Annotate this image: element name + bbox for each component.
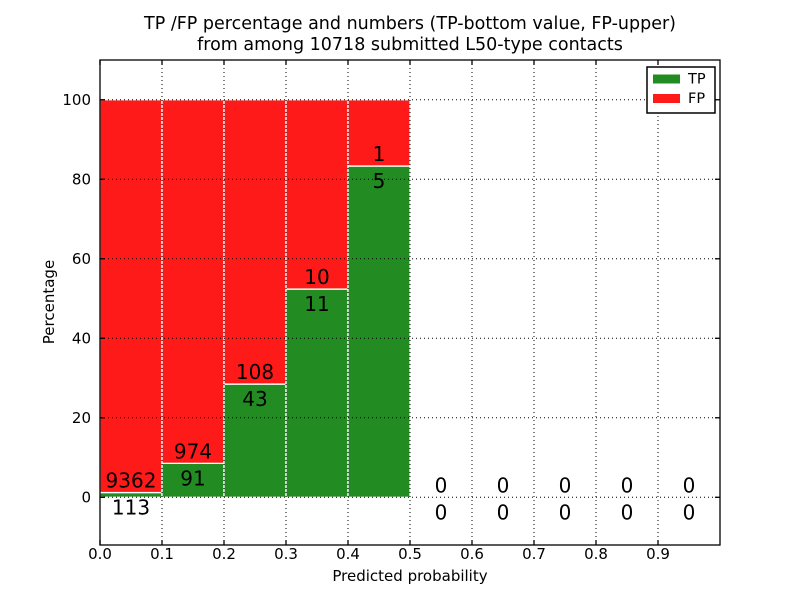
ticks-layer	[99, 60, 720, 545]
y-tick-label: 80	[72, 171, 91, 189]
tp-count-annotation: 43	[242, 387, 267, 411]
x-tick-label: 0.4	[336, 545, 360, 563]
x-tick-label: 0.8	[584, 545, 608, 563]
fp-count-annotation: 0	[559, 473, 572, 497]
y-tick-label: 20	[72, 409, 91, 427]
fp-count-annotation: 0	[497, 473, 510, 497]
fp-count-annotation: 0	[621, 473, 634, 497]
fp-count-annotation: 0	[683, 473, 696, 497]
y-tick-label: 0	[81, 489, 91, 507]
legend-box	[646, 66, 716, 114]
fp-count-annotation: 0	[435, 473, 448, 497]
legend: TP FP	[646, 66, 716, 114]
legend-label-fp: FP	[688, 91, 705, 107]
tp-count-annotation: 5	[373, 169, 386, 193]
tp-count-annotation: 0	[621, 500, 634, 524]
tp-count-annotation: 0	[683, 500, 696, 524]
tp-count-annotation: 113	[112, 496, 150, 520]
y-tick-label: 40	[72, 330, 91, 348]
fp-count-annotation: 9362	[106, 469, 157, 493]
x-tick-label: 0.9	[646, 545, 670, 563]
chart-title-line2: from among 10718 submitted L50-type cont…	[197, 35, 623, 55]
y-axis-label: Percentage	[40, 260, 58, 344]
bar-tp	[223, 383, 287, 498]
bar-tp	[285, 288, 349, 498]
legend-swatch-fp	[653, 94, 680, 103]
bar-fp	[285, 99, 349, 290]
tp-count-annotation: 11	[304, 292, 329, 316]
fp-count-annotation: 1	[373, 142, 386, 166]
chart-title-line1: TP /FP percentage and numbers (TP-bottom…	[143, 14, 676, 34]
legend-swatch-tp	[653, 74, 680, 84]
tp-count-annotation: 0	[497, 500, 510, 524]
bar-fp	[99, 99, 163, 494]
fp-count-annotation: 974	[174, 439, 212, 463]
fp-count-annotation: 10	[304, 265, 329, 289]
x-tick-label: 0.6	[460, 545, 484, 563]
bar-fp	[223, 99, 287, 385]
bar-tp	[347, 165, 411, 498]
x-axis-label: Predicted probability	[332, 567, 487, 585]
fp-count-annotation: 108	[236, 360, 274, 384]
x-tick-label: 0.0	[88, 545, 112, 563]
y-tick-label: 60	[72, 250, 91, 268]
x-tick-label: 0.5	[398, 545, 422, 563]
x-tick-label: 0.7	[522, 545, 546, 563]
tp-count-annotation: 91	[180, 466, 205, 490]
tp-count-annotation: 0	[559, 500, 572, 524]
x-tick-label: 0.1	[150, 545, 174, 563]
x-tick-label: 0.3	[274, 545, 298, 563]
y-tick-label: 100	[62, 91, 91, 109]
bars-layer	[99, 99, 411, 498]
legend-label-tp: TP	[687, 72, 706, 88]
x-tick-label: 0.2	[212, 545, 236, 563]
tp-count-annotation: 0	[435, 500, 448, 524]
bar-fp	[161, 99, 225, 464]
tick-labels-layer: 0.0 0.1 0.2 0.3 0.4 0.5 0.6 0.7 0.8 0.9 0 20 40 60 80 1…	[62, 91, 670, 563]
